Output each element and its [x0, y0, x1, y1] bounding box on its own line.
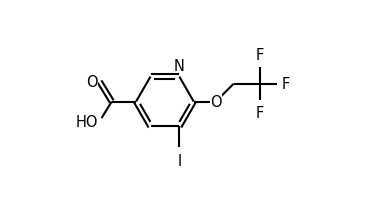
Text: HO: HO: [75, 114, 98, 129]
Text: O: O: [210, 94, 222, 110]
Text: O: O: [86, 75, 98, 90]
Text: F: F: [256, 106, 264, 121]
Text: N: N: [174, 59, 185, 74]
Text: I: I: [177, 153, 182, 168]
Text: F: F: [282, 77, 290, 92]
Text: F: F: [256, 48, 264, 63]
